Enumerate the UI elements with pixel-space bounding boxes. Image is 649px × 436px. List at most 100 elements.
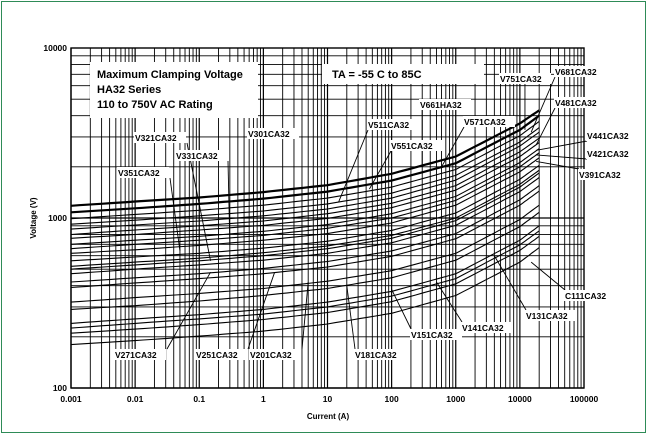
x-tick-label: 1: [261, 394, 266, 404]
series-line-v151ca32: [70, 225, 540, 324]
callout-bg: [461, 322, 513, 333]
leader-layer: [166, 76, 588, 350]
callout-bg: [117, 167, 169, 178]
callout-leader: [441, 126, 465, 168]
callout-bg: [578, 169, 630, 180]
callout-label-v251ca32: V251CA32: [196, 350, 238, 360]
callout-leader: [493, 255, 527, 311]
callout-bg: [525, 310, 577, 321]
y-tick-label: 10000: [43, 43, 67, 53]
callout-bg: [175, 150, 227, 161]
callout-label-v681ca32: V681CA32: [555, 67, 597, 77]
callout-bg: [195, 349, 247, 360]
x-tick-labels: 0.001 0.01 0.1 1 10 100 1000 10000 100000: [60, 394, 598, 404]
series-line-v331ca32: [70, 169, 540, 267]
chart-title-line-3: 110 to 750V AC Rating: [97, 99, 213, 111]
callout-bg: [390, 140, 442, 151]
chart-title-line-1: Maximum Clamping Voltage: [97, 69, 243, 81]
y-tick-label: 100: [53, 383, 67, 393]
callout-leader: [391, 289, 412, 330]
series-line-v131ca32: [70, 235, 540, 334]
callout-bg: [247, 128, 299, 139]
series-line-v661ha32: [70, 120, 540, 220]
y-tick-label: 1000: [48, 213, 67, 223]
x-tick-label: 100000: [570, 394, 599, 404]
callout-leader: [301, 282, 309, 350]
condition-label: TA = -55 C to 85C: [332, 69, 422, 81]
callout-label-v571ca32: V571CA32: [464, 117, 506, 127]
series-line-v321ca32: [70, 172, 540, 270]
series-line-v441ca32: [70, 148, 540, 245]
series-line-v681ca32: [70, 114, 540, 214]
callout-leader: [530, 76, 556, 133]
callout-leader: [536, 161, 580, 170]
callout-leader: [368, 150, 392, 190]
series-line-v511ca32: [70, 137, 540, 236]
series-line-v301ca32: [70, 177, 540, 275]
info-box-bg: [90, 62, 258, 118]
callout-leader: [227, 160, 231, 245]
callout-label-v661ha32: V661HA32: [420, 100, 462, 110]
callout-bg: [586, 148, 638, 159]
y-tick-labels: 100 1000 10000: [43, 43, 67, 393]
callout-label-v551ca32: V551CA32: [391, 141, 433, 151]
callout-leader: [530, 261, 566, 291]
callout-bg: [499, 73, 551, 84]
callout-leader: [536, 140, 588, 151]
callout-label-v141ca32: V141CA32: [462, 323, 504, 333]
callout-label-v351ca32: V351CA32: [118, 168, 160, 178]
series-line-v141ca32: [70, 230, 540, 329]
x-tick-label: 0.001: [60, 394, 82, 404]
series-line-v751ca32: [70, 109, 540, 207]
callout-leader: [436, 281, 463, 323]
callout-label-v151ca32: V151CA32: [411, 330, 453, 340]
series-line-v181ca32: [70, 211, 540, 310]
series-line-v551ca32: [70, 131, 540, 230]
x-tick-label: 10: [323, 394, 333, 404]
callout-leader: [535, 107, 556, 145]
callout-label-v331ca32: V331CA32: [176, 151, 218, 161]
callout-leader: [536, 154, 588, 160]
callout-bg: [586, 130, 638, 141]
plot-border: [70, 47, 585, 389]
callout-label-v421ca32: V421CA32: [587, 149, 629, 159]
chart-title-line-2: HA32 Series: [97, 84, 161, 96]
x-tick-label: 1000: [446, 394, 465, 404]
callout-label-v441ca32: V441CA32: [587, 131, 629, 141]
callout-label-v481ca32: V481CA32: [555, 98, 597, 108]
callout-label-v511ca32: V511CA32: [368, 120, 409, 130]
callout-label-c111ca32: C111CA32: [565, 291, 606, 301]
callout-label-v391ca32: V391CA32: [579, 170, 621, 180]
callout-bg: [249, 349, 301, 360]
callout-bg: [564, 290, 616, 301]
series-line-v201ca32: [70, 204, 540, 303]
series-layer: [70, 109, 540, 346]
callout-bg: [554, 66, 606, 77]
callout-label-v321ca32: V321CA32: [135, 133, 177, 143]
callout-label-v181ca32: V181CA32: [355, 350, 397, 360]
callout-bg: [410, 329, 462, 340]
series-line-v271ca32: [70, 185, 540, 283]
series-line-v571ca32: [70, 127, 540, 225]
callout-bg: [554, 97, 606, 108]
callout-bg: [367, 119, 419, 130]
callout-bg: [419, 99, 471, 110]
callout-bg: [114, 349, 166, 360]
condition-box-bg: [322, 64, 484, 84]
x-tick-label: 10000: [508, 394, 532, 404]
callout-bg: [354, 349, 406, 360]
series-line-c111ca32: [70, 247, 540, 346]
callout-bg: [134, 132, 186, 143]
callout-label-v301ca32: V301CA32: [248, 129, 290, 139]
callout-leader: [169, 177, 181, 252]
callout-leader: [166, 271, 211, 350]
callout-bg: [463, 116, 515, 127]
callout-leader: [247, 272, 276, 350]
series-line-v481ca32: [70, 142, 540, 239]
callout-label-v131ca32: V131CA32: [526, 311, 568, 321]
series-line-v391ca32: [70, 157, 540, 254]
series-line-v251ca32: [70, 190, 540, 289]
